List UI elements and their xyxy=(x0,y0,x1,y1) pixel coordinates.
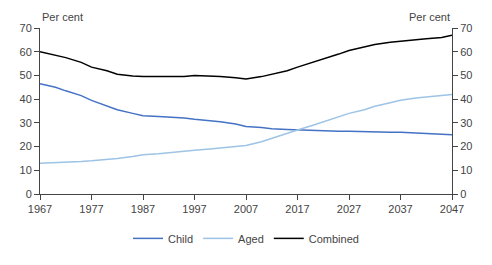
svg-text:60: 60 xyxy=(460,46,472,58)
svg-text:50: 50 xyxy=(20,69,32,81)
svg-text:50: 50 xyxy=(460,69,472,81)
svg-text:2047: 2047 xyxy=(440,203,464,215)
svg-text:2027: 2027 xyxy=(337,203,361,215)
svg-text:20: 20 xyxy=(460,140,472,152)
svg-text:30: 30 xyxy=(460,117,472,129)
svg-text:40: 40 xyxy=(460,93,472,105)
svg-text:Combined: Combined xyxy=(309,233,359,245)
svg-text:70: 70 xyxy=(20,22,32,34)
svg-text:Aged: Aged xyxy=(238,233,264,245)
svg-text:70: 70 xyxy=(460,22,472,34)
svg-text:0: 0 xyxy=(460,188,466,200)
svg-text:1977: 1977 xyxy=(79,203,103,215)
svg-text:60: 60 xyxy=(20,46,32,58)
svg-text:0: 0 xyxy=(26,188,32,200)
svg-text:Child: Child xyxy=(168,233,193,245)
svg-text:Per cent: Per cent xyxy=(409,11,450,23)
svg-text:10: 10 xyxy=(20,164,32,176)
svg-text:30: 30 xyxy=(20,117,32,129)
svg-text:2007: 2007 xyxy=(234,203,258,215)
svg-text:1997: 1997 xyxy=(182,203,206,215)
svg-text:1967: 1967 xyxy=(28,203,52,215)
svg-text:10: 10 xyxy=(460,164,472,176)
svg-text:40: 40 xyxy=(20,93,32,105)
svg-text:2017: 2017 xyxy=(285,203,309,215)
svg-text:1987: 1987 xyxy=(131,203,155,215)
svg-text:Per cent: Per cent xyxy=(42,11,83,23)
svg-text:2037: 2037 xyxy=(388,203,412,215)
svg-text:20: 20 xyxy=(20,140,32,152)
